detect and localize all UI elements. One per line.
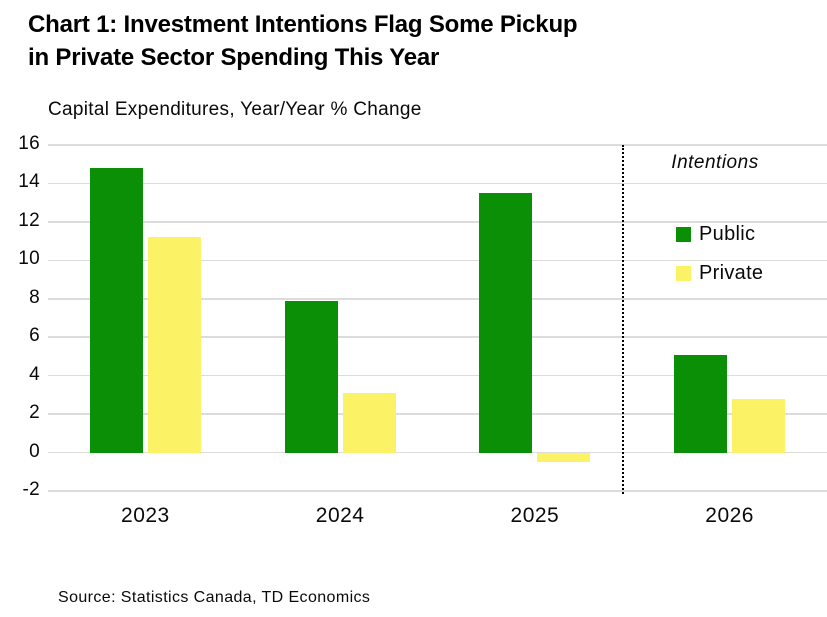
bar-private-2025 bbox=[537, 452, 591, 463]
gridline-4 bbox=[48, 374, 827, 377]
bar-public-2025 bbox=[479, 193, 533, 453]
y-tick-label-12: 12 bbox=[18, 209, 40, 231]
y-tick-label-16: 16 bbox=[18, 133, 40, 154]
gridline-16 bbox=[48, 144, 827, 146]
legend-item-private: Private bbox=[676, 262, 763, 285]
bar-public-2026 bbox=[674, 354, 728, 453]
bar-private-2026 bbox=[732, 398, 786, 453]
chart-title-line2: in Private Sector Spending This Year bbox=[28, 44, 440, 71]
y-tick-label-2: 2 bbox=[29, 402, 40, 424]
x-tick-label-2026: 2026 bbox=[705, 504, 754, 527]
chart-title-line1: Chart 1: Investment Intentions Flag Some… bbox=[28, 11, 578, 38]
bar-public-2024 bbox=[284, 300, 338, 453]
x-tick-label-2024: 2024 bbox=[315, 504, 365, 527]
y-tick-label-0: 0 bbox=[29, 440, 40, 462]
intentions-separator-line bbox=[622, 145, 624, 494]
gridline-6 bbox=[48, 336, 827, 338]
gridline-14 bbox=[48, 182, 827, 185]
legend-swatch-public bbox=[676, 227, 691, 242]
chart-subtitle: Capital Expenditures, Year/Year % Change bbox=[48, 99, 422, 120]
legend-swatch-private bbox=[676, 266, 691, 281]
legend-item-public: Public bbox=[676, 223, 763, 246]
source-note: Source: Statistics Canada, TD Economics bbox=[58, 589, 371, 606]
chart-title: Chart 1: Investment Intentions Flag Some… bbox=[28, 8, 748, 74]
legend-label-private: Private bbox=[699, 262, 764, 284]
gridline-0 bbox=[48, 451, 827, 454]
bar-private-2024 bbox=[342, 392, 396, 453]
gridline-2 bbox=[48, 413, 827, 415]
y-tick-label--2: -2 bbox=[22, 479, 40, 500]
x-tick-label-2023: 2023 bbox=[121, 504, 170, 527]
bar-public-2023 bbox=[89, 168, 143, 453]
gridline-8 bbox=[48, 298, 827, 300]
y-tick-label-10: 10 bbox=[18, 248, 40, 270]
legend-label-public: Public bbox=[699, 223, 756, 245]
bar-private-2023 bbox=[147, 237, 201, 453]
gridline-10 bbox=[48, 259, 827, 262]
x-tick-label-2025: 2025 bbox=[510, 504, 560, 527]
y-tick-label-8: 8 bbox=[29, 286, 40, 308]
y-tick-label-6: 6 bbox=[29, 325, 40, 347]
gridline-12 bbox=[48, 221, 827, 223]
intentions-annotation: Intentions bbox=[671, 152, 759, 173]
gridline--2 bbox=[48, 490, 827, 492]
legend: Public Private bbox=[676, 223, 763, 301]
y-tick-label-4: 4 bbox=[29, 363, 40, 385]
y-tick-label-14: 14 bbox=[18, 171, 40, 193]
